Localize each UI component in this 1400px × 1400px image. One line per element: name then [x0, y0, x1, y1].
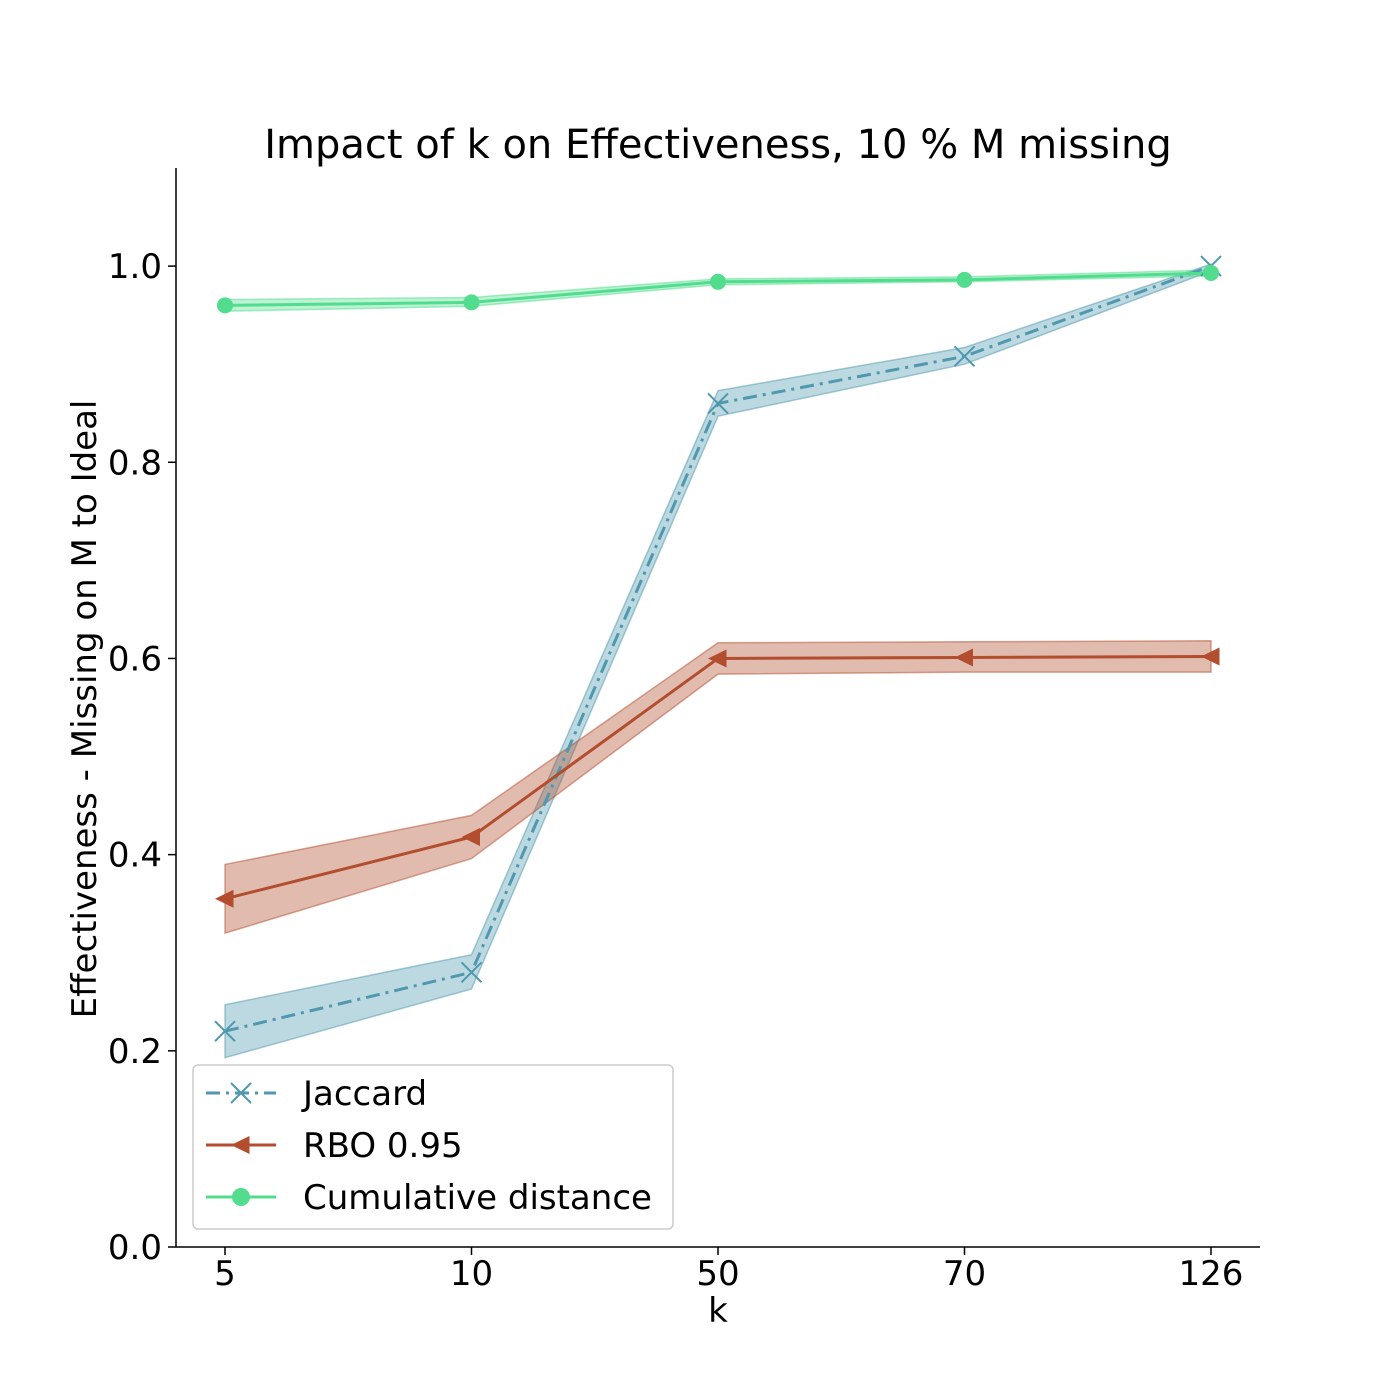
legend-cumulative-distance-label: Cumulative distance — [303, 1178, 652, 1218]
legend-jaccard-label: Jaccard — [301, 1074, 427, 1114]
cumulative-distance-point — [1203, 264, 1219, 281]
legend-rbo-0-95-marker — [231, 1136, 250, 1154]
y-tick-label: 0.4 — [108, 836, 162, 876]
y-tick-label: 0.2 — [108, 1032, 162, 1072]
rbo-0-95-confidence-band — [224, 640, 1212, 935]
rbo-0-95-point — [215, 889, 234, 908]
cumulative-distance-point — [956, 271, 973, 288]
cumulative-distance-point — [217, 297, 233, 314]
rbo-0-95-point — [461, 827, 480, 846]
rbo-0-95-point — [1201, 647, 1220, 666]
x-tick-label: 10 — [450, 1254, 493, 1294]
y-tick-label: 0.8 — [108, 443, 162, 483]
legend-box — [192, 1064, 674, 1230]
y-tick-label: 0.6 — [108, 639, 162, 679]
legend: Jaccard RBO 0.95 Cumulative distance — [192, 1064, 674, 1230]
y-axis-label: Effectiveness - Missing on M to Ideal — [65, 400, 105, 1019]
x-axis-label: k — [708, 1291, 728, 1331]
legend-jaccard-marker — [230, 1082, 252, 1104]
y-tick-label: 0.0 — [108, 1228, 162, 1268]
jaccard-point — [707, 392, 729, 415]
rbo-0-95-line — [224, 654, 1212, 901]
x-tick-label: 126 — [1179, 1254, 1244, 1294]
y-tick-label: 1.0 — [108, 247, 162, 287]
jaccard-point — [460, 961, 483, 984]
rbo-0-95-point — [708, 649, 727, 668]
cumulative-distance-point — [710, 273, 726, 290]
chart-title: Impact of k on Effectiveness, 10 % M mis… — [264, 122, 1172, 168]
jaccard-point — [953, 345, 976, 368]
jaccard-point — [214, 1020, 236, 1042]
legend-rbo-0-95-label: RBO 0.95 — [303, 1126, 463, 1166]
x-tick-label: 50 — [696, 1254, 739, 1294]
x-tick-label: 5 — [214, 1254, 236, 1294]
series-markers — [214, 255, 1222, 1042]
x-tick-label: 70 — [943, 1254, 986, 1294]
rbo-0-95-point — [954, 648, 973, 667]
cumulative-distance-point — [463, 294, 480, 311]
axes: 0.0 0.2 0.4 0.6 0.8 1.0 5 10 50 70 126 — [108, 168, 1260, 1294]
legend-cumulative-distance-marker — [232, 1188, 250, 1206]
